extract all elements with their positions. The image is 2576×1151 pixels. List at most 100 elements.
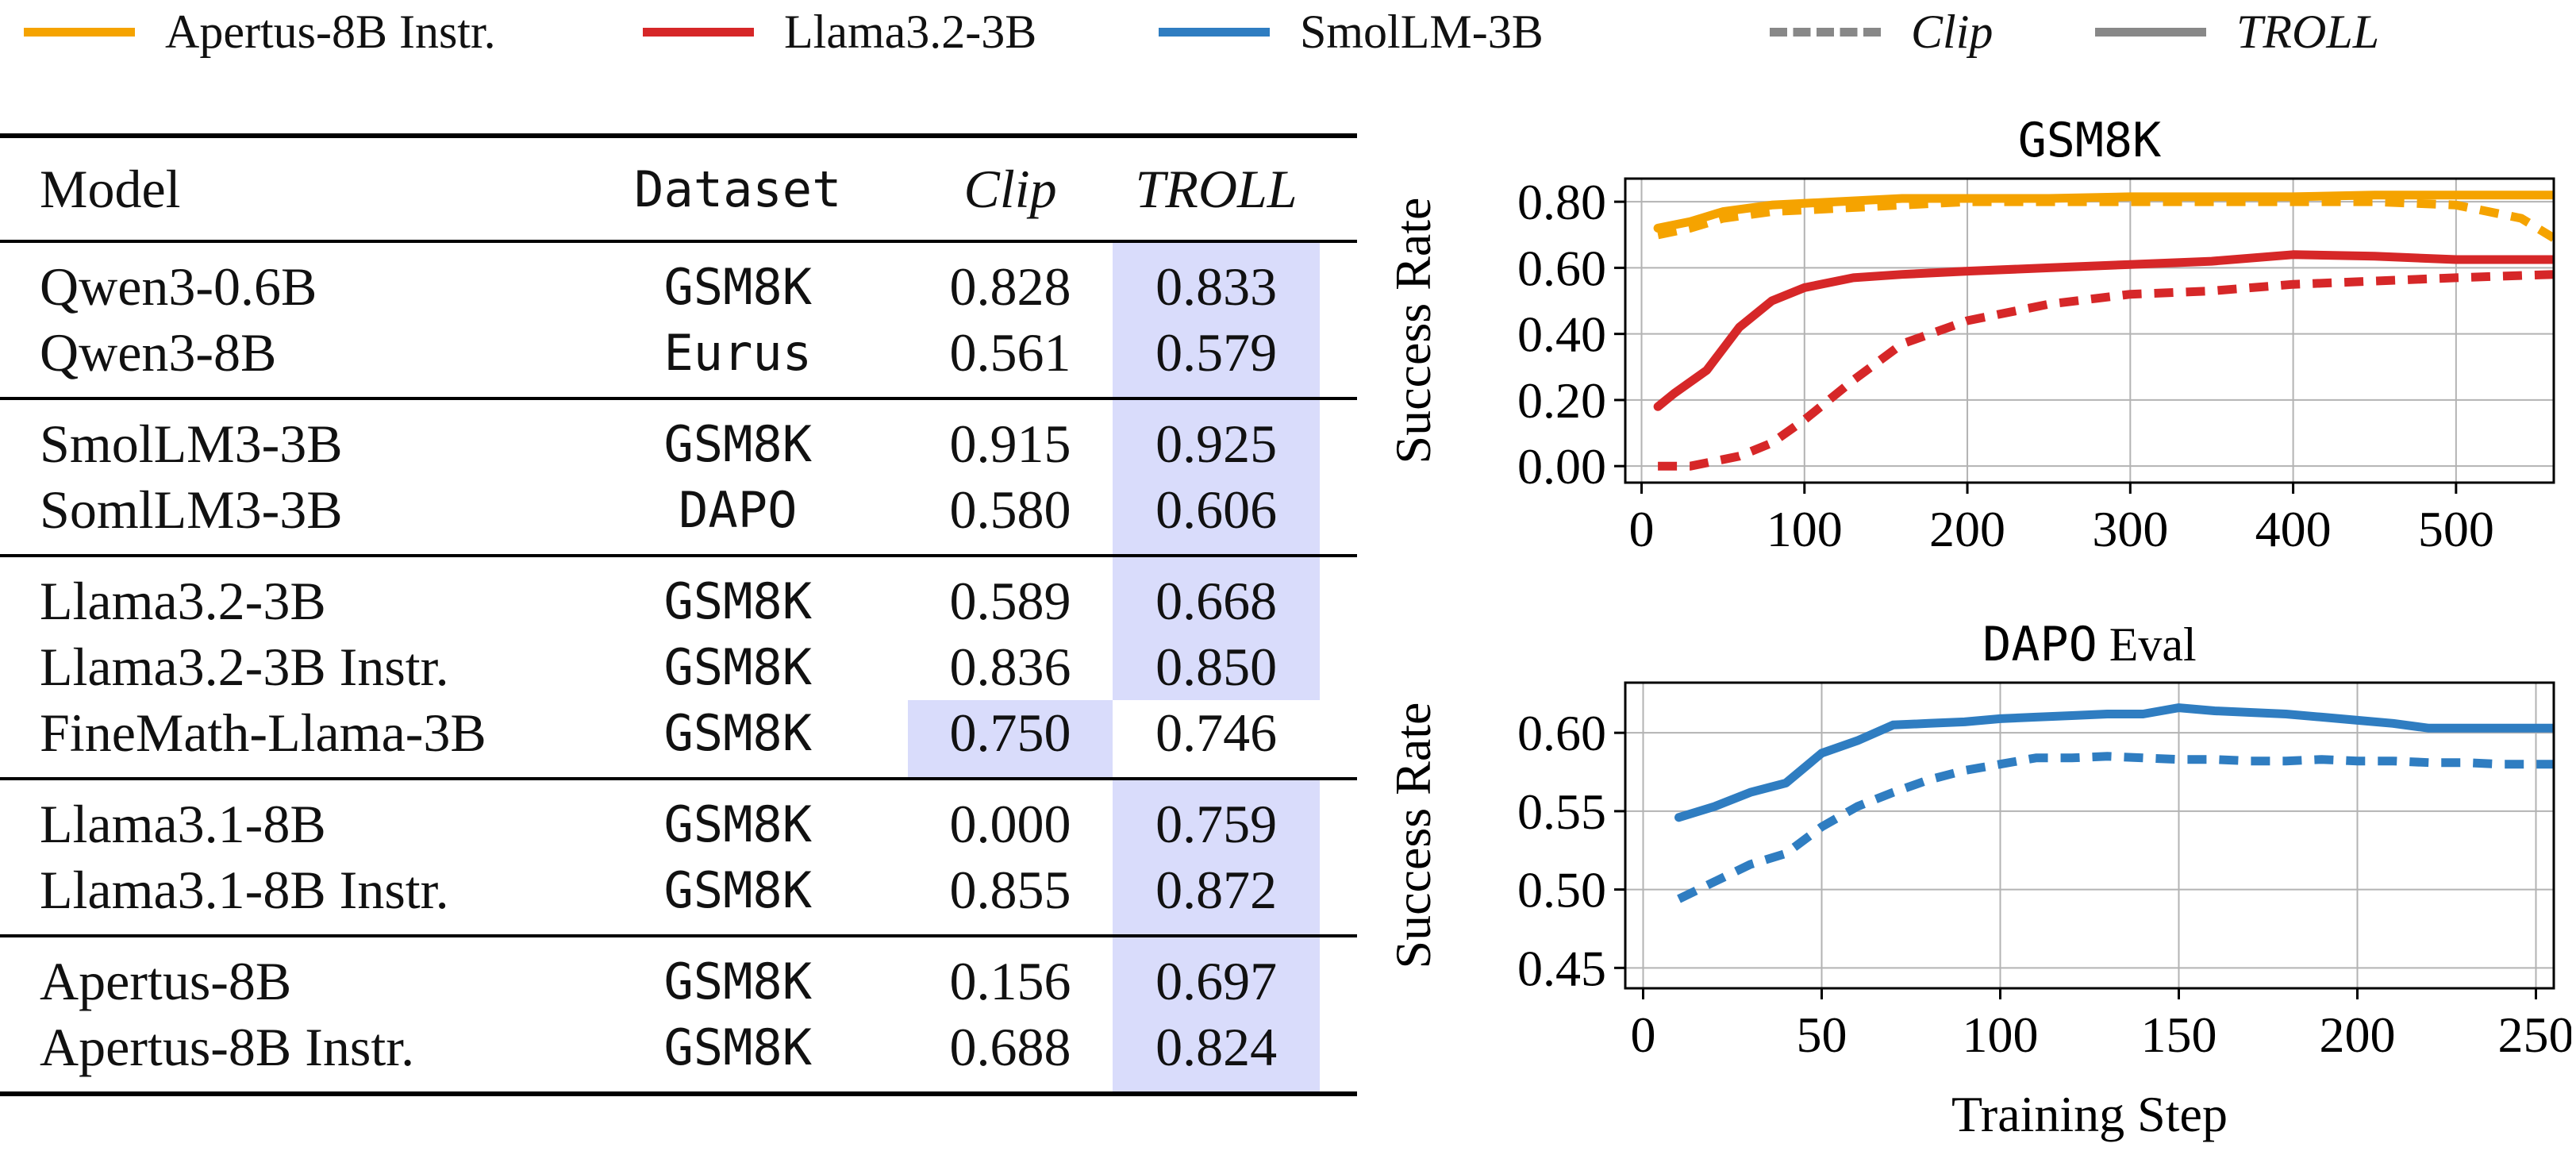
cell-dataset: GSM8K	[663, 572, 813, 630]
cell-model: Llama3.1-8B Instr.	[40, 860, 449, 920]
cell-troll: 0.759	[1113, 779, 1321, 857]
chart-title: GSM8K	[2018, 113, 2162, 168]
cell-model: Llama3.2-3B	[40, 571, 326, 631]
y-tick-label: 0.50	[1517, 862, 1606, 918]
cell-clip: 0.855	[949, 860, 1071, 920]
cell-clip: 0.688	[949, 1017, 1071, 1077]
cell-model: Llama3.2-3B Instr.	[40, 637, 449, 697]
x-tick-label: 400	[2255, 501, 2332, 557]
x-tick-label: 50	[1797, 1007, 1847, 1063]
legend-label: Clip	[1911, 5, 1994, 58]
cell-troll: 0.824	[1113, 1014, 1321, 1094]
table-row: Qwen3-0.6B GSM8K 0.828 0.833	[0, 241, 1357, 320]
cell-clip: 0.750	[908, 700, 1113, 779]
table-row: Apertus-8B GSM8K 0.156 0.697	[0, 936, 1357, 1014]
table-group: Apertus-8B GSM8K 0.156 0.697 Apertus-8B …	[0, 936, 1357, 1094]
table-row: Llama3.2-3B Instr. GSM8K 0.836 0.850	[0, 634, 1357, 700]
legend-label: Llama3.2-3B	[784, 5, 1037, 58]
cell-troll: 0.606	[1113, 477, 1321, 556]
cell-dataset: GSM8K	[663, 638, 813, 696]
table-row: SmolLM3-3B GSM8K 0.915 0.925	[0, 398, 1357, 477]
cell-spacer	[1320, 936, 1357, 1014]
x-tick-label: 200	[2320, 1007, 2396, 1063]
cell-spacer	[1320, 779, 1357, 857]
y-tick-label: 0.20	[1517, 372, 1606, 429]
series-line-troll	[1653, 250, 2554, 411]
chart-title-rest: Eval	[2097, 618, 2197, 671]
x-tick-label: 0	[1629, 501, 1655, 557]
cell-spacer	[1320, 634, 1357, 700]
cell-model: Llama3.1-8B	[40, 794, 326, 854]
table-row: Llama3.1-8B GSM8K 0.000 0.759	[0, 779, 1357, 857]
legend-swatch	[2095, 27, 2206, 37]
legend-label: SmolLM-3B	[1300, 5, 1544, 58]
legend-swatch	[1770, 27, 1881, 37]
cell-spacer	[1320, 700, 1357, 779]
cell-clip: 0.915	[949, 414, 1071, 474]
cell-troll: 0.833	[1113, 241, 1321, 320]
cell-model: Apertus-8B Instr.	[40, 1017, 415, 1077]
cell-model: FineMath-Llama-3B	[40, 703, 486, 763]
y-tick-label: 0.45	[1517, 940, 1606, 996]
series-line-clip	[1677, 752, 2554, 903]
cell-spacer	[1320, 398, 1357, 477]
cell-clip: 0.836	[949, 637, 1071, 697]
plot-frame	[1624, 681, 2555, 990]
cell-troll: 0.746	[1155, 703, 1278, 763]
cell-dataset: DAPO	[679, 481, 798, 539]
cell-clip: 0.561	[949, 322, 1071, 383]
charts-svg: 0 100 200 300 400 5000.000.200.400.600.80GSM8…	[1385, 113, 2574, 1142]
cell-model: Qwen3-8B	[40, 322, 277, 383]
charts-area: 0 100 200 300 400 500 0.00 0.20 0.40 0.60 0.80 GSM8…	[1381, 87, 2574, 1151]
x-tick-label: 0	[1631, 1007, 1656, 1063]
chart-title-mono: DAPO	[1982, 617, 2097, 672]
header-dataset: Dataset	[634, 160, 842, 218]
table-row: SomlLM3-3B DAPO 0.580 0.606	[0, 477, 1357, 556]
x-tick-label: 200	[1929, 501, 2005, 557]
legend-swatch	[643, 27, 754, 37]
legend-swatch	[24, 27, 135, 37]
series-line-clip	[1656, 197, 2554, 242]
legend-swatch	[1159, 27, 1270, 37]
cell-spacer	[1320, 241, 1357, 320]
cell-clip: 0.156	[949, 951, 1071, 1011]
table-group: Qwen3-0.6B GSM8K 0.828 0.833 Qwen3-8B Eu…	[0, 241, 1357, 398]
cell-troll: 0.872	[1113, 857, 1321, 936]
cell-model: SmolLM3-3B	[40, 414, 343, 474]
cell-spacer	[1320, 320, 1357, 398]
series-line-clip	[1658, 270, 2554, 471]
chart-title: DAPO Eval	[1982, 617, 2196, 672]
cell-dataset: GSM8K	[663, 704, 813, 762]
legend-label: Apertus-8B Instr.	[165, 5, 496, 58]
y-tick-label: 0.40	[1517, 306, 1606, 363]
legend-label: TROLL	[2236, 5, 2380, 58]
chart-2: 0 50 100 150 200 250 0.45 0.50 0.55 0.60 DAPO Eval…	[1385, 617, 2574, 1142]
cell-troll: 0.925	[1113, 398, 1321, 477]
cell-model: Apertus-8B	[40, 951, 292, 1011]
header-model: Model	[40, 158, 181, 219]
table-group: Llama3.2-3B GSM8K 0.589 0.668 Llama3.2-3…	[0, 556, 1357, 779]
table-row: Qwen3-8B Eurus 0.561 0.579	[0, 320, 1357, 398]
y-tick-label: 0.00	[1517, 438, 1606, 495]
cell-dataset: GSM8K	[663, 861, 813, 919]
table-row: Llama3.2-3B GSM8K 0.589 0.668	[0, 556, 1357, 634]
results-table: Model Dataset Clip TROLL Qwen3-0.6B GSM8…	[0, 133, 1357, 1096]
cell-troll: 0.850	[1113, 634, 1321, 700]
y-tick-label: 0.60	[1517, 240, 1606, 296]
cell-spacer	[1320, 477, 1357, 556]
x-tick-label: 300	[2092, 501, 2168, 557]
cell-dataset: GSM8K	[663, 795, 813, 853]
table-group: SmolLM3-3B GSM8K 0.915 0.925 SomlLM3-3B …	[0, 398, 1357, 556]
x-tick-label: 250	[2498, 1007, 2572, 1063]
legend-item-smollm: SmolLM-3B	[1159, 0, 1544, 64]
cell-dataset: GSM8K	[663, 258, 813, 316]
table-row: FineMath-Llama-3B GSM8K 0.750 0.746	[0, 700, 1357, 779]
legend-item-llama: Llama3.2-3B	[643, 0, 1036, 64]
cell-clip: 0.828	[949, 256, 1071, 317]
x-tick-label: 150	[2141, 1007, 2217, 1063]
cell-dataset: GSM8K	[663, 1018, 813, 1076]
x-axis-label: Training Step	[1951, 1086, 2228, 1142]
table-row: Apertus-8B Instr. GSM8K 0.688 0.824	[0, 1014, 1357, 1094]
cell-dataset: Eurus	[663, 324, 813, 382]
cell-clip: 0.580	[949, 479, 1071, 540]
